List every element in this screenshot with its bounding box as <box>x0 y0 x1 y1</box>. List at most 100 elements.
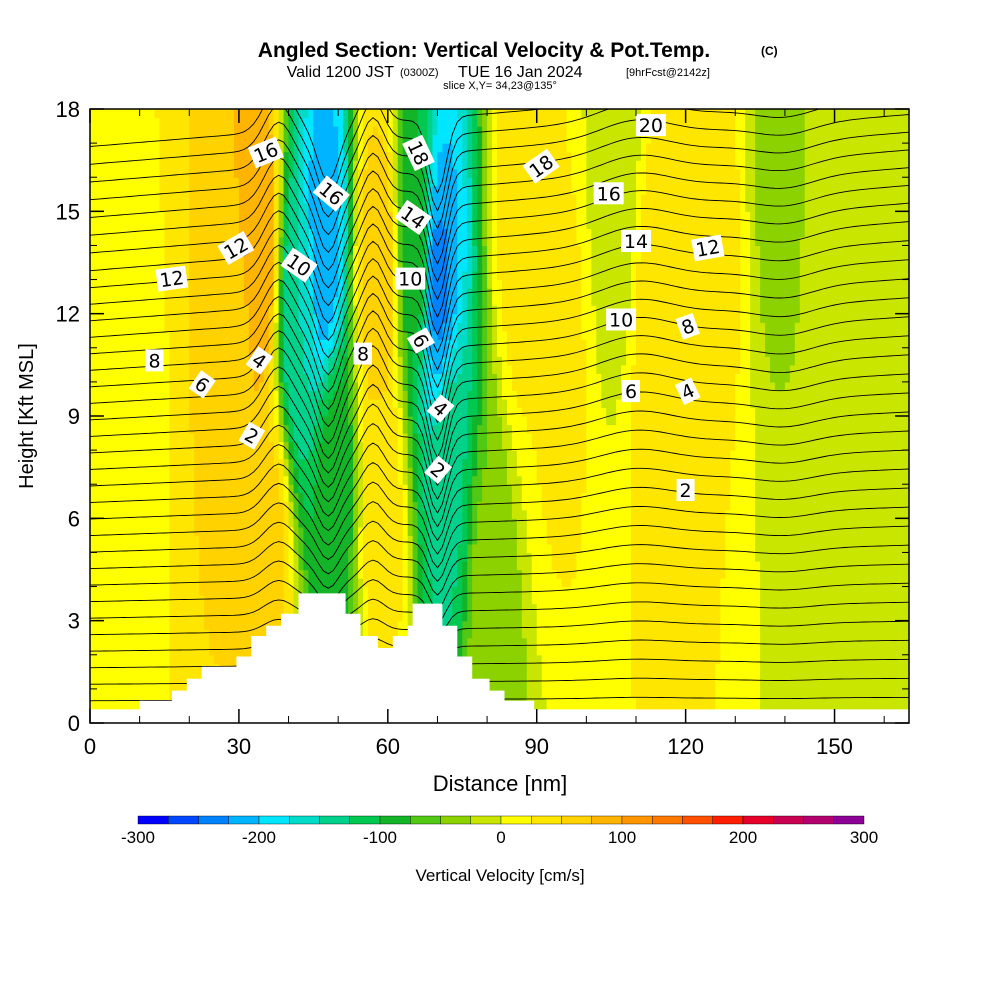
heatmap-cell <box>248 595 255 605</box>
heatmap-cell <box>184 586 190 596</box>
heatmap-cell <box>90 143 96 153</box>
heatmap-cell <box>253 629 260 639</box>
heatmap-cell <box>298 160 305 170</box>
heatmap-cell <box>422 381 429 392</box>
heatmap-cell <box>372 475 379 485</box>
heatmap-cell <box>358 211 364 221</box>
heatmap-cell <box>94 535 101 545</box>
heatmap-cell <box>402 356 409 366</box>
heatmap-cell <box>99 339 106 349</box>
heatmap-cell <box>303 305 309 315</box>
heatmap-cell <box>209 219 215 229</box>
heatmap-cell <box>417 535 424 545</box>
heatmap-cell <box>184 347 190 357</box>
heatmap-cell <box>298 313 305 323</box>
heatmap-cell <box>258 578 265 588</box>
heatmap-cell <box>114 560 121 571</box>
heatmap-cell <box>189 671 195 681</box>
heatmap-cell <box>348 603 354 613</box>
heatmap-cell <box>154 543 161 554</box>
heatmap-cell <box>377 262 384 272</box>
heatmap-cell <box>169 492 175 502</box>
heatmap-cell <box>214 398 220 409</box>
heatmap-cell <box>363 509 369 519</box>
heatmap-cell <box>407 177 414 187</box>
heatmap-cell <box>392 595 399 605</box>
heatmap-cell <box>283 228 290 238</box>
heatmap-cell <box>99 688 106 699</box>
heatmap-cell <box>179 126 185 136</box>
heatmap-cell <box>258 202 265 212</box>
heatmap-cell <box>422 450 429 460</box>
heatmap-cell <box>372 296 379 306</box>
heatmap-cell <box>387 288 394 298</box>
heatmap-cell <box>397 134 404 144</box>
heatmap-cell <box>94 543 101 554</box>
heatmap-cell <box>144 492 151 502</box>
heatmap-cell <box>134 688 141 699</box>
heatmap-cell <box>228 441 235 451</box>
heatmap-cell <box>238 330 245 340</box>
heatmap-cell <box>94 185 101 195</box>
heatmap-cell <box>387 126 394 136</box>
heatmap-cell <box>219 126 225 136</box>
heatmap-cell <box>293 322 300 332</box>
heatmap-cell <box>367 484 374 494</box>
heatmap-cell <box>114 194 121 204</box>
heatmap-cell <box>323 526 329 536</box>
heatmap-cell <box>333 109 339 119</box>
heatmap-cell <box>318 535 324 545</box>
heatmap-cell <box>273 492 280 502</box>
heatmap-cell <box>407 168 414 178</box>
heatmap-cell <box>144 390 151 400</box>
heatmap-cell <box>268 620 275 630</box>
heatmap-cell <box>94 569 101 579</box>
heatmap-cell <box>233 356 240 366</box>
heatmap-cell <box>154 185 161 195</box>
heatmap-cell <box>184 330 190 340</box>
heatmap-cell <box>104 117 111 127</box>
heatmap-cell <box>363 202 369 212</box>
heatmap-cell <box>228 168 235 178</box>
heatmap-cell <box>233 160 240 170</box>
heatmap-cell <box>353 219 359 229</box>
heatmap-cell <box>407 552 414 562</box>
heatmap-cell <box>348 535 354 545</box>
heatmap-cell <box>199 484 205 494</box>
heatmap-cell <box>114 441 121 451</box>
heatmap-cell <box>358 475 364 485</box>
heatmap-cell <box>248 305 255 315</box>
heatmap-cell <box>303 245 309 255</box>
heatmap-cell <box>204 160 210 170</box>
heatmap-cell <box>338 560 344 571</box>
heatmap-cell <box>129 552 136 562</box>
heatmap-cell <box>90 271 96 281</box>
heatmap-cell <box>224 313 230 323</box>
heatmap-cell <box>94 612 101 622</box>
heatmap-cell <box>387 637 394 647</box>
heatmap-cell <box>109 552 116 562</box>
heatmap-cell <box>119 688 126 699</box>
heatmap-cell <box>348 518 354 528</box>
heatmap-cell <box>283 467 290 477</box>
heatmap-cell <box>238 151 245 161</box>
heatmap-cell <box>224 381 230 392</box>
heatmap-cell <box>417 168 424 178</box>
heatmap-cell <box>377 467 384 477</box>
heatmap-cell <box>124 663 131 673</box>
heatmap-cell <box>179 518 185 528</box>
heatmap-cell <box>268 109 275 119</box>
heatmap-cell <box>194 671 200 681</box>
heatmap-cell <box>427 117 434 127</box>
heatmap-cell <box>184 458 190 468</box>
heatmap-cell <box>363 160 369 170</box>
heatmap-cell <box>199 194 205 204</box>
heatmap-cell <box>179 680 185 690</box>
heatmap-cell <box>194 458 200 468</box>
heatmap-cell <box>402 262 409 272</box>
heatmap-cell <box>363 475 369 485</box>
heatmap-cell <box>387 458 394 468</box>
heatmap-cell <box>129 288 136 298</box>
heatmap-cell <box>233 424 240 434</box>
heatmap-cell <box>209 288 215 298</box>
